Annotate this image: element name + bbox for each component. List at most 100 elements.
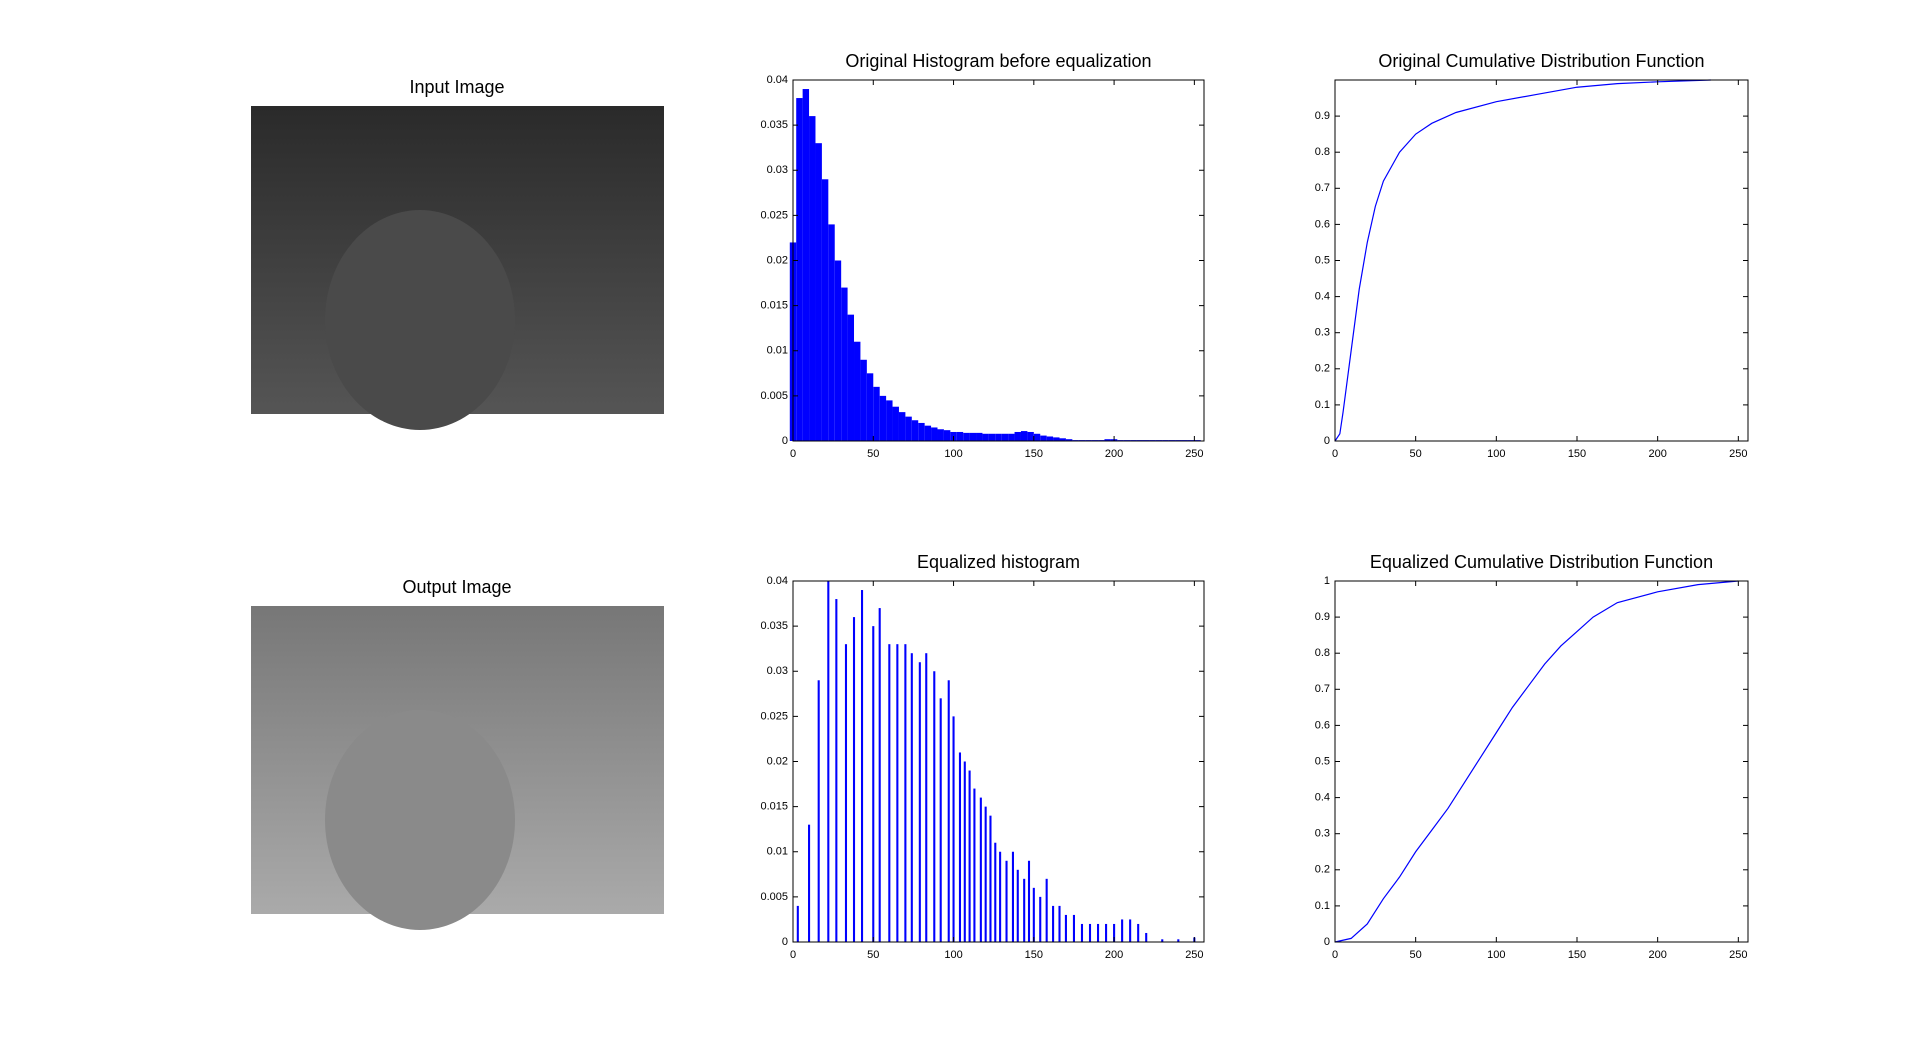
bar bbox=[796, 905, 799, 942]
y-tick-label: 0.4 bbox=[1315, 291, 1330, 303]
x-tick-label: 250 bbox=[1185, 448, 1203, 460]
x-tick-label: 200 bbox=[1648, 448, 1666, 460]
bar bbox=[910, 653, 913, 942]
y-tick-label: 0.1 bbox=[1315, 900, 1330, 912]
bar bbox=[1072, 914, 1076, 942]
bar bbox=[1058, 905, 1061, 942]
y-tick-label: 0.1 bbox=[1315, 399, 1330, 411]
y-tick-label: 0.03 bbox=[767, 164, 788, 176]
y-tick-label: 0.04 bbox=[767, 575, 788, 587]
bar bbox=[1113, 923, 1116, 942]
x-tick-label: 150 bbox=[1025, 448, 1043, 460]
bar bbox=[933, 671, 936, 942]
bar bbox=[1104, 439, 1111, 441]
bar bbox=[1045, 878, 1048, 942]
bar bbox=[878, 608, 881, 942]
bar bbox=[854, 341, 861, 441]
y-tick-label: 0.03 bbox=[767, 665, 788, 677]
bar bbox=[860, 590, 864, 942]
bar bbox=[1129, 919, 1132, 942]
bar bbox=[937, 429, 944, 441]
bar bbox=[809, 116, 816, 441]
y-tick-label: 0 bbox=[1324, 435, 1330, 447]
bar bbox=[1177, 939, 1180, 942]
bar bbox=[911, 420, 919, 441]
bar bbox=[1059, 438, 1066, 441]
bar bbox=[1011, 851, 1014, 942]
cdf-line bbox=[1334, 580, 1739, 943]
x-tick-label: 0 bbox=[1332, 448, 1338, 460]
bar bbox=[1020, 431, 1028, 441]
y-tick-label: 0.6 bbox=[1315, 719, 1330, 731]
bar bbox=[821, 179, 829, 441]
bar bbox=[918, 422, 925, 441]
y-tick-label: 0.01 bbox=[767, 345, 788, 357]
chart-title: Original Histogram before equalization bbox=[845, 51, 1151, 71]
bar bbox=[984, 806, 987, 942]
x-tick-label: 200 bbox=[1105, 448, 1123, 460]
y-tick-label: 0 bbox=[782, 435, 788, 447]
x-tick-label: 200 bbox=[1648, 949, 1666, 961]
chart-title: Equalized Cumulative Distribution Functi… bbox=[1370, 552, 1713, 572]
bar bbox=[808, 824, 811, 942]
image-detail bbox=[325, 210, 515, 430]
bar bbox=[994, 842, 997, 942]
y-tick-label: 0.6 bbox=[1315, 218, 1330, 230]
bar bbox=[872, 626, 875, 942]
bar bbox=[1001, 433, 1009, 441]
bar bbox=[988, 433, 996, 441]
bar bbox=[989, 815, 992, 942]
bar bbox=[1096, 923, 1100, 942]
bar bbox=[905, 416, 912, 441]
y-tick-label: 0.5 bbox=[1315, 755, 1330, 767]
y-tick-label: 0.3 bbox=[1315, 828, 1330, 840]
bar bbox=[1016, 869, 1019, 942]
y-tick-label: 0.035 bbox=[760, 119, 788, 131]
y-tick-label: 0.5 bbox=[1315, 254, 1330, 266]
bar bbox=[898, 412, 906, 441]
bar bbox=[834, 260, 842, 441]
bar bbox=[943, 430, 951, 441]
bar bbox=[1032, 887, 1035, 942]
bar bbox=[956, 431, 964, 441]
bar bbox=[968, 770, 971, 942]
bar bbox=[1027, 431, 1034, 441]
bar bbox=[1145, 932, 1148, 942]
image-detail bbox=[325, 710, 515, 930]
bar bbox=[817, 680, 820, 942]
bar bbox=[796, 98, 803, 442]
bar bbox=[1137, 923, 1140, 942]
bar bbox=[904, 644, 907, 942]
bar bbox=[879, 395, 887, 441]
bar bbox=[963, 761, 966, 942]
bar bbox=[866, 373, 874, 441]
bar bbox=[1033, 433, 1041, 441]
bar bbox=[1161, 939, 1164, 942]
bar bbox=[1088, 923, 1092, 942]
x-tick-label: 50 bbox=[1410, 949, 1422, 961]
y-tick-label: 0.4 bbox=[1315, 792, 1330, 804]
bar bbox=[827, 581, 830, 942]
y-tick-label: 0.7 bbox=[1315, 683, 1330, 695]
y-tick-label: 0.01 bbox=[767, 846, 788, 858]
bar bbox=[1052, 905, 1055, 942]
bar bbox=[1005, 860, 1008, 942]
x-tick-label: 100 bbox=[1487, 448, 1505, 460]
bar bbox=[802, 89, 810, 442]
bar bbox=[892, 406, 899, 441]
y-tick-label: 0.9 bbox=[1315, 611, 1330, 623]
x-tick-label: 100 bbox=[944, 949, 962, 961]
bar bbox=[1014, 431, 1021, 441]
y-tick-label: 0.005 bbox=[760, 390, 788, 402]
y-tick-label: 0.035 bbox=[760, 620, 788, 632]
x-tick-label: 50 bbox=[867, 448, 879, 460]
bar bbox=[995, 433, 1002, 441]
image-title: Input Image bbox=[409, 77, 504, 97]
y-tick-label: 0.02 bbox=[767, 254, 788, 266]
bar bbox=[1027, 860, 1031, 942]
bar bbox=[1039, 896, 1042, 942]
bar bbox=[828, 224, 835, 441]
x-tick-label: 50 bbox=[1410, 448, 1422, 460]
